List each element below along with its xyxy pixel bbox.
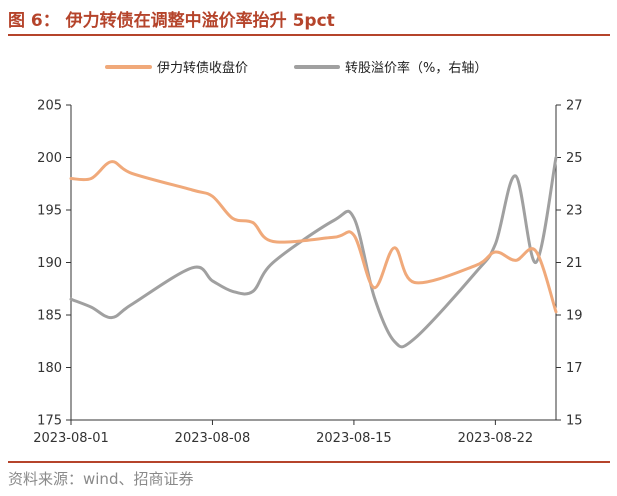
legend-label-premium-rate: 转股溢价率（%，右轴） — [345, 60, 487, 76]
y-left-tick-label: 205 — [37, 99, 62, 114]
y-right-tick-label: 21 — [566, 256, 583, 271]
legend-label-close-price: 伊力转债收盘价 — [157, 60, 248, 76]
figure-title: 图 6： 伊力转债在调整中溢价率抬升 5pct — [8, 11, 335, 31]
y-right-tick-label: 23 — [566, 204, 583, 219]
y-left-tick-label: 195 — [37, 204, 62, 219]
y-left-tick-label: 180 — [37, 361, 62, 376]
premium-rate-line — [69, 156, 558, 349]
source-note: 资料来源：wind、招商证券 — [8, 470, 194, 488]
x-tick-label: 2023-08-22 — [458, 431, 534, 446]
x-tick-label: 2023-08-15 — [316, 431, 392, 446]
x-tick-label: 2023-08-01 — [33, 431, 109, 446]
y-right-tick-label: 19 — [566, 309, 583, 324]
y-left-tick-label: 185 — [37, 309, 62, 324]
y-right-tick-label: 17 — [566, 361, 583, 376]
y-right-tick-label: 15 — [566, 414, 583, 429]
close-price-line — [69, 160, 558, 314]
y-left-tick-label: 190 — [37, 256, 62, 271]
title-rule — [8, 34, 610, 36]
x-tick-label: 2023-08-08 — [175, 431, 251, 446]
y-left-tick-label: 200 — [37, 151, 62, 166]
y-right-tick-label: 27 — [566, 99, 583, 114]
y-left-tick-label: 175 — [37, 414, 62, 429]
source-rule — [8, 461, 610, 463]
y-right-tick-label: 25 — [566, 151, 583, 166]
